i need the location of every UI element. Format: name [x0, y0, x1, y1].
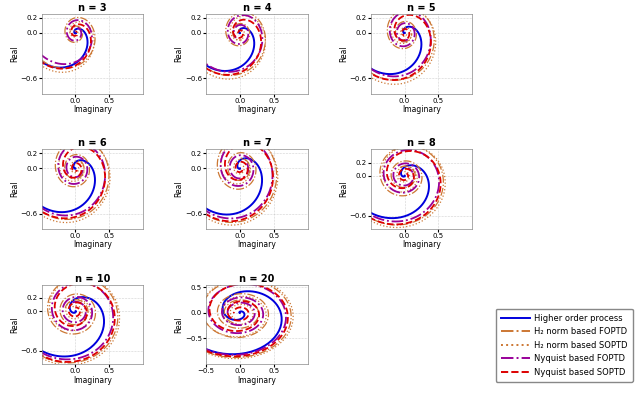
Title: n = 4: n = 4	[243, 3, 271, 13]
X-axis label: Imaginary: Imaginary	[402, 105, 441, 114]
X-axis label: Imaginary: Imaginary	[237, 240, 276, 250]
Legend: Higher order process, H₂ norm based FOPTD, H₂ norm based SOPTD, Nyquist based FO: Higher order process, H₂ norm based FOPT…	[496, 308, 632, 382]
Y-axis label: Real: Real	[10, 45, 19, 62]
Y-axis label: Real: Real	[339, 181, 348, 197]
Title: n = 10: n = 10	[75, 274, 110, 284]
Y-axis label: Real: Real	[339, 45, 348, 62]
X-axis label: Imaginary: Imaginary	[73, 376, 112, 385]
Title: n = 7: n = 7	[243, 139, 271, 148]
Y-axis label: Real: Real	[175, 181, 184, 197]
Y-axis label: Real: Real	[175, 316, 184, 333]
Title: n = 5: n = 5	[407, 3, 436, 13]
Title: n = 20: n = 20	[239, 274, 275, 284]
Y-axis label: Real: Real	[10, 316, 19, 333]
Title: n = 3: n = 3	[78, 3, 107, 13]
Title: n = 8: n = 8	[407, 139, 436, 148]
X-axis label: Imaginary: Imaginary	[402, 240, 441, 250]
X-axis label: Imaginary: Imaginary	[237, 105, 276, 114]
Y-axis label: Real: Real	[10, 181, 19, 197]
Title: n = 6: n = 6	[78, 139, 107, 148]
X-axis label: Imaginary: Imaginary	[237, 376, 276, 385]
X-axis label: Imaginary: Imaginary	[73, 105, 112, 114]
X-axis label: Imaginary: Imaginary	[73, 240, 112, 250]
Y-axis label: Real: Real	[175, 45, 184, 62]
